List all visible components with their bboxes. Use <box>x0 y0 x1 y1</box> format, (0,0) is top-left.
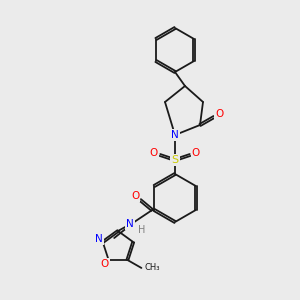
Text: O: O <box>100 259 109 269</box>
Text: O: O <box>215 109 223 119</box>
Text: N: N <box>95 234 103 244</box>
Text: O: O <box>150 148 158 158</box>
Text: CH₃: CH₃ <box>144 263 160 272</box>
Text: O: O <box>192 148 200 158</box>
Text: S: S <box>171 155 178 165</box>
Text: N: N <box>126 219 134 229</box>
Text: O: O <box>131 191 139 201</box>
Text: H: H <box>137 225 145 235</box>
Text: N: N <box>171 130 179 140</box>
